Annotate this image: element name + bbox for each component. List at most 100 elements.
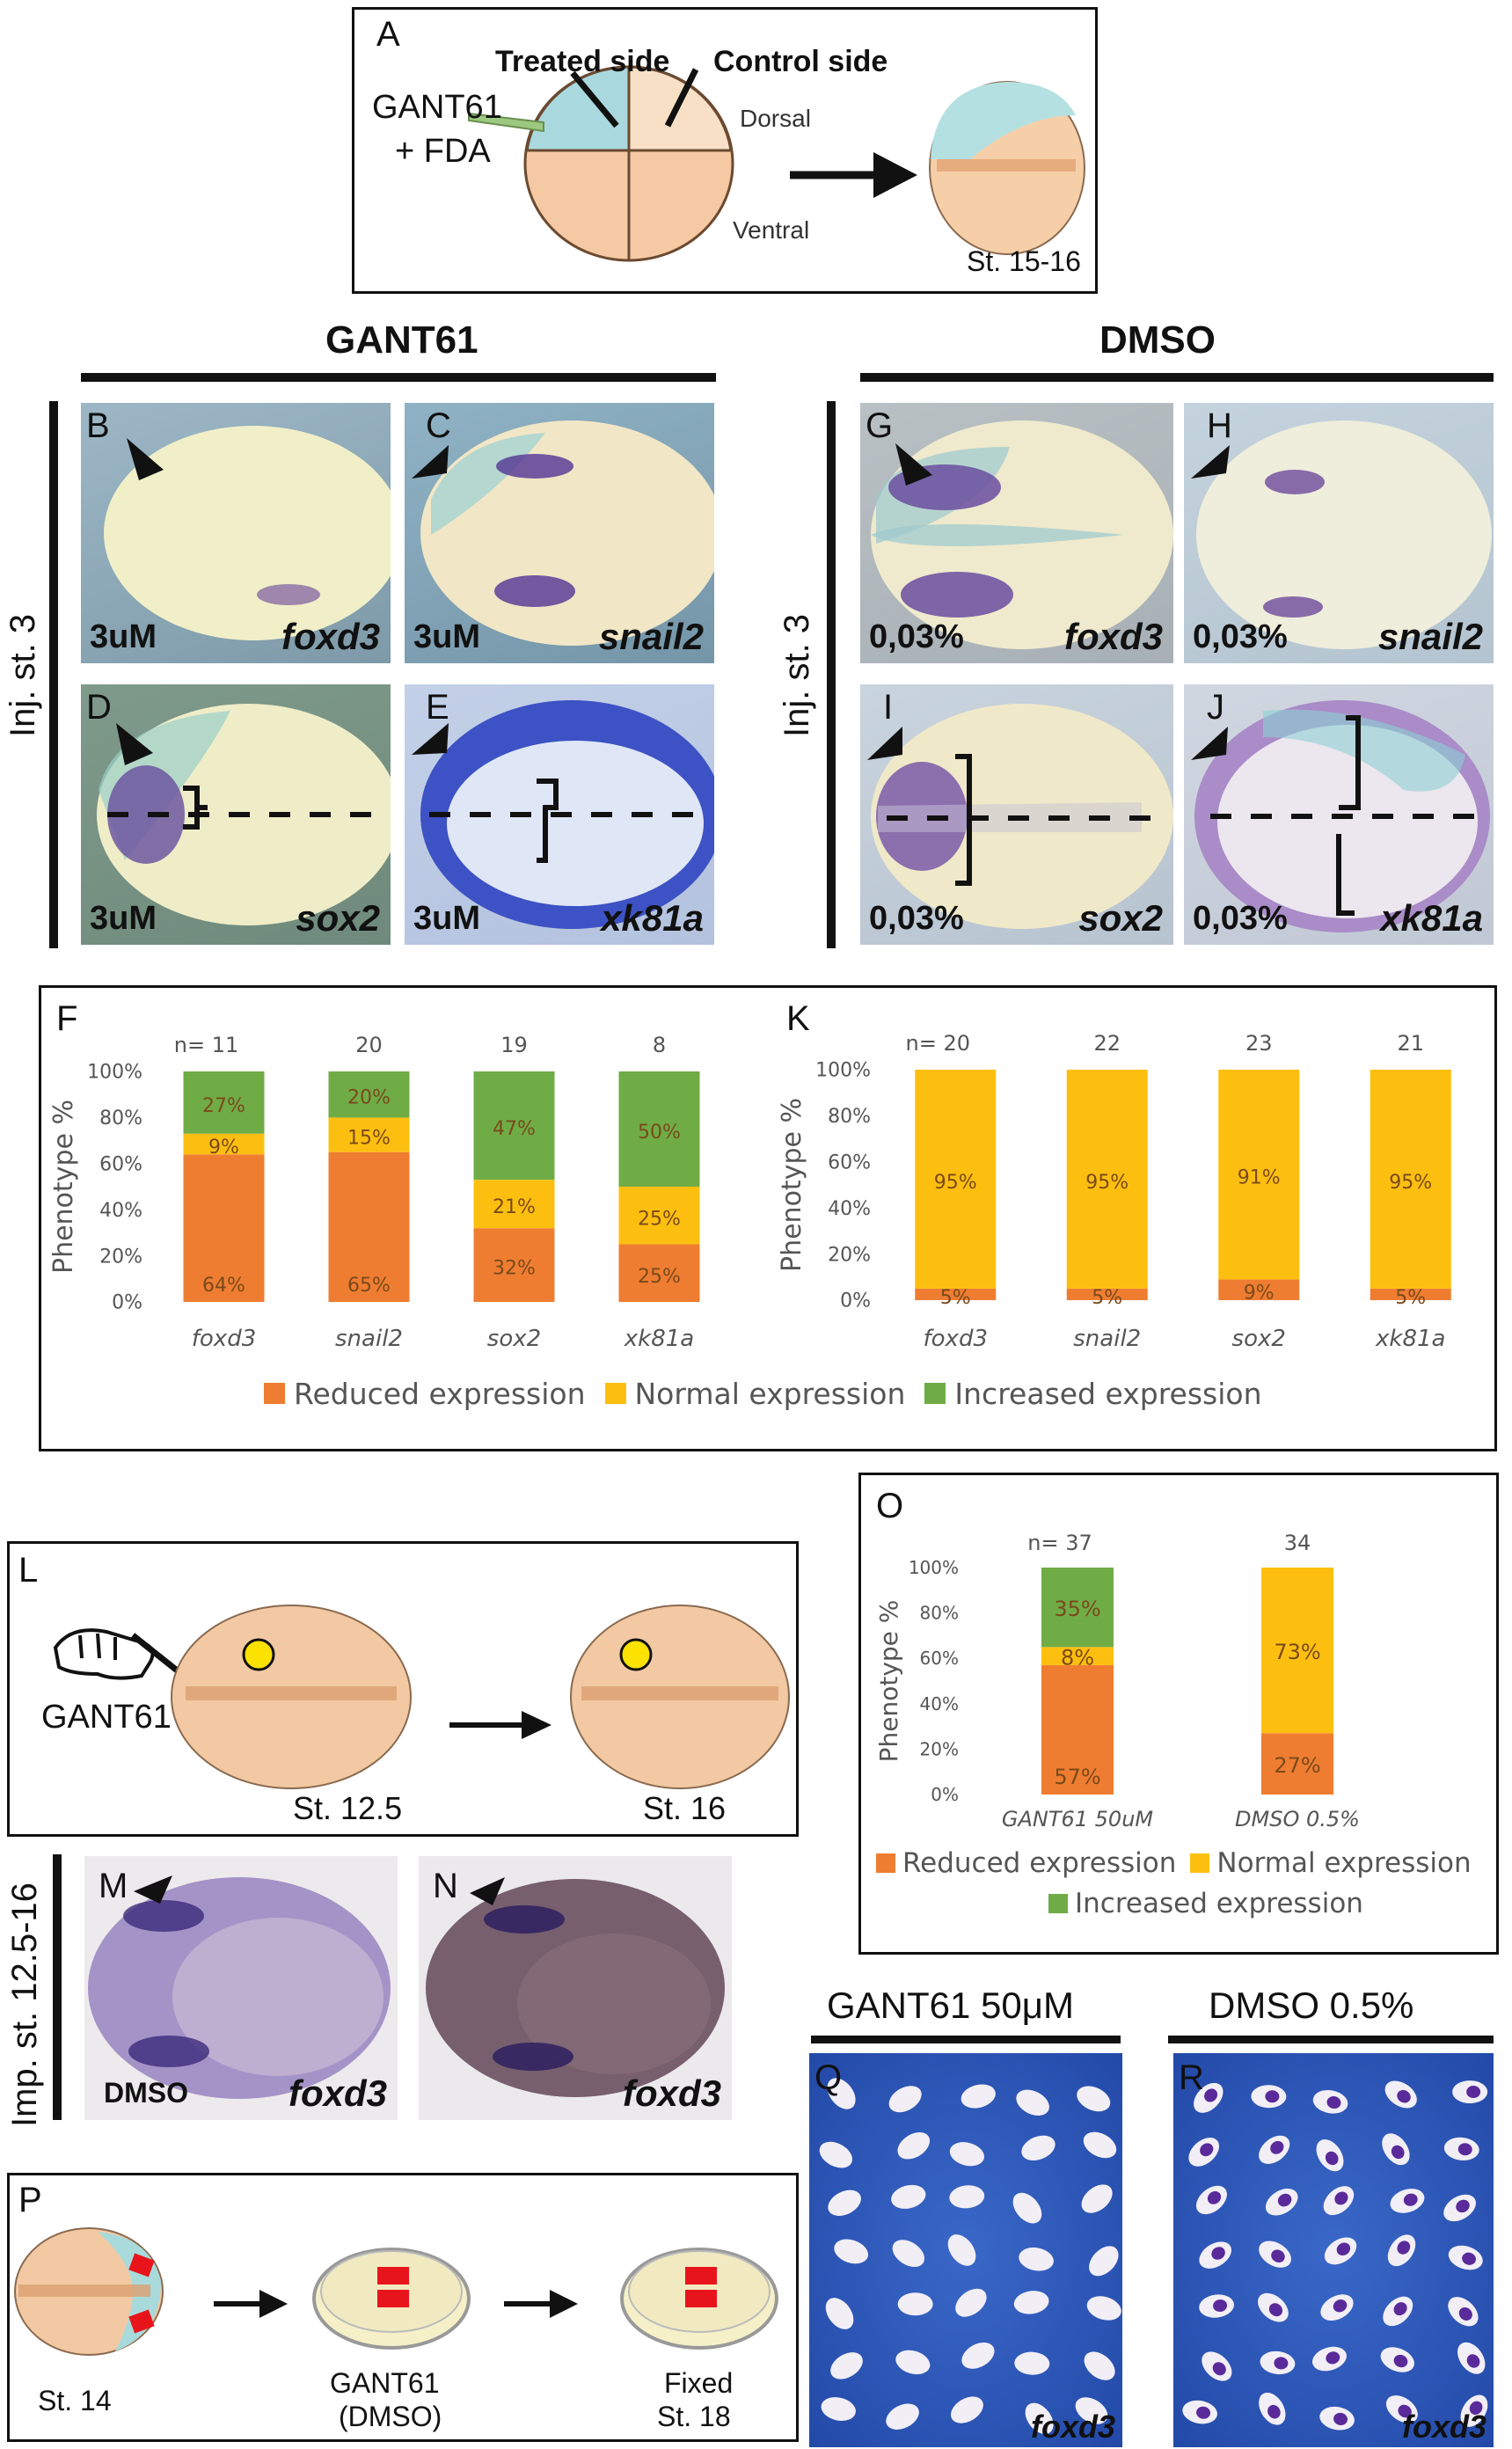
embryo-blob xyxy=(1014,2351,1050,2375)
control-side-label: Control side xyxy=(713,45,888,78)
embryo-blob xyxy=(1077,2086,1111,2112)
y-tick-label: 60% xyxy=(99,1154,142,1176)
gene-j: xk81a xyxy=(1380,897,1483,939)
embryo-blob xyxy=(1382,2133,1410,2166)
dorsal-label: Dorsal xyxy=(740,105,811,132)
embryo-blob xyxy=(1457,2342,1486,2374)
embryo-blob xyxy=(821,2397,856,2421)
injection-needle xyxy=(468,112,544,133)
data-label: 95% xyxy=(1389,1172,1432,1194)
inj-bar-left xyxy=(49,401,58,948)
dose-j: 0,03% xyxy=(1193,900,1288,937)
y-tick-label: 40% xyxy=(828,1198,871,1220)
bar-segment xyxy=(1218,1070,1300,1280)
photo-j: J 0,03% xk81a xyxy=(1184,684,1494,945)
photo-i: I 0,03% sox2 xyxy=(860,684,1173,945)
embryo-blob xyxy=(961,2342,995,2369)
photo-letter-g: G xyxy=(866,406,894,445)
n-label: 23 xyxy=(1245,1031,1273,1056)
header-gant61: GANT61 xyxy=(325,318,478,362)
embryo-blob xyxy=(895,2350,931,2375)
data-label: 20% xyxy=(347,1087,391,1109)
bar-segment xyxy=(1041,1647,1114,1665)
gene-m: foxd3 xyxy=(288,2073,387,2114)
embryo-blob xyxy=(1016,2089,1049,2116)
legend-o-swatch-normal xyxy=(1190,1853,1210,1873)
bar-segment xyxy=(473,1071,555,1181)
photo-letter-h: H xyxy=(1207,406,1232,445)
embryo-blob xyxy=(1460,2394,1488,2427)
bar-segment xyxy=(328,1071,410,1118)
bar-segment xyxy=(618,1187,700,1245)
data-label: 47% xyxy=(493,1118,536,1140)
photo-h: H 0,03% snail2 xyxy=(1184,403,1494,663)
data-label: 5% xyxy=(1092,1287,1122,1309)
header-dmso: DMSO xyxy=(1099,318,1216,362)
photo-letter-r: R xyxy=(1179,2058,1204,2097)
y-tick-label: 0% xyxy=(112,1292,142,1314)
embryo-blob xyxy=(1199,2294,1235,2318)
stage-label: St. 15-16 xyxy=(967,245,1081,277)
data-label: 35% xyxy=(1054,1597,1100,1621)
embryo-blob xyxy=(1089,2246,1119,2277)
embryo-blob xyxy=(1199,2241,1232,2269)
embryo-blob xyxy=(1251,2085,1287,2109)
embryo-blob xyxy=(1452,2080,1488,2104)
gant61-label-l: GANT61 xyxy=(41,1699,172,1736)
data-label: 57% xyxy=(1054,1765,1100,1789)
gant61-label-p: GANT61 xyxy=(330,2367,440,2399)
chart-k: 0% 20% 40% 60% 80% 100% Phenotype % 5% 95% n= 20 f… xyxy=(777,1031,1451,1352)
data-label: 27% xyxy=(202,1095,245,1117)
y-axis-label: Phenotype % xyxy=(48,1100,79,1274)
y-tick-label: 20% xyxy=(920,1738,959,1759)
data-label: 9% xyxy=(1244,1283,1275,1305)
header-bar-gant61 xyxy=(81,373,716,382)
panel-l-diagram xyxy=(53,1605,790,1789)
panel-letter-k: K xyxy=(786,999,810,1038)
photo-g: G 0,03% foxd3 xyxy=(860,403,1173,663)
y-tick-label: 20% xyxy=(828,1244,871,1266)
y-tick-label: 100% xyxy=(815,1060,871,1082)
embryo-st14 xyxy=(14,2227,164,2356)
y-tick-label: 100% xyxy=(909,1557,959,1578)
embryo-blob xyxy=(950,2396,983,2423)
photo-letter-q: Q xyxy=(814,2058,843,2097)
embryo-blob xyxy=(1312,2089,1348,2114)
embryo-blob xyxy=(1025,2402,1054,2435)
photo-q: Q foxd3 xyxy=(809,2053,1122,2447)
embryo-blob xyxy=(1182,2400,1217,2424)
embryo-blob xyxy=(1443,2137,1479,2160)
embryo-blob xyxy=(1013,2291,1049,2314)
stage-16-label: St. 16 xyxy=(643,1790,727,1826)
data-label: 27% xyxy=(1274,1753,1320,1778)
panel-p-diagram xyxy=(14,2227,778,2356)
embryo-blob xyxy=(892,2240,925,2268)
bar-segment xyxy=(915,1288,997,1300)
embryo-blob xyxy=(1081,2184,1113,2213)
bar-segment xyxy=(183,1133,265,1155)
embryo-blob xyxy=(1320,2294,1354,2321)
bar-segment xyxy=(915,1070,997,1289)
data-label: 91% xyxy=(1238,1167,1281,1189)
photo-letter-b: B xyxy=(86,406,110,445)
panel-letter-l: L xyxy=(18,1551,39,1590)
header-r: DMSO 0.5% xyxy=(1209,1985,1414,2026)
legend-swatch-normal xyxy=(604,1383,626,1404)
embryo-blob xyxy=(1448,2245,1483,2270)
photo-b: B 3uM foxd3 xyxy=(81,403,391,663)
embryo-blob xyxy=(886,2403,919,2430)
data-label: 21% xyxy=(493,1196,536,1218)
bar-segment xyxy=(1218,1279,1300,1300)
n-label: 8 xyxy=(653,1033,666,1057)
n-label: n= 20 xyxy=(906,1031,971,1056)
category-label: sox2 xyxy=(487,1326,541,1352)
inj-label-left: Inj. st. 3 xyxy=(4,613,42,737)
embryo-blob xyxy=(1012,2192,1042,2224)
gene-c: snail2 xyxy=(598,616,704,657)
category-label: xk81a xyxy=(624,1326,694,1352)
gene-g: foxd3 xyxy=(1063,616,1163,657)
embryo-blob xyxy=(949,2185,985,2209)
panel-letter-a: A xyxy=(376,15,400,54)
dose-m: DMSO xyxy=(104,2077,188,2109)
legend-swatch-increased xyxy=(924,1383,946,1404)
